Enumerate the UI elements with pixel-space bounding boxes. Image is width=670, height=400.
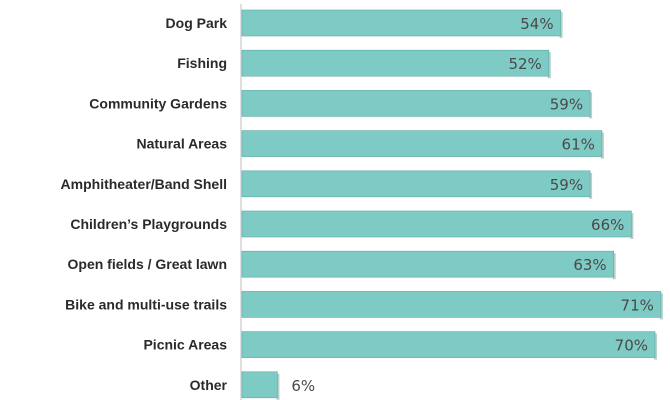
bar-shadow-amphitheater-band-shell [589, 172, 593, 199]
bar-shadow-open-fields-great-lawn [612, 253, 616, 280]
bar-shadow-bike-and-multi-use-trails [659, 293, 663, 320]
bar-bike-and-multi-use-trails [241, 291, 662, 318]
value-label-bike-and-multi-use-trails: 71% [621, 296, 654, 314]
value-label-picnic-areas: 70% [615, 337, 648, 355]
bar-picnic-areas [241, 331, 656, 358]
category-label-other: Other [190, 377, 228, 393]
bar-shadow-natural-areas [600, 132, 604, 159]
bar-community-gardens [241, 90, 591, 117]
bar-dog-park [241, 9, 561, 37]
bar-shadow-community-gardens [589, 92, 593, 119]
bars-group [241, 9, 663, 400]
value-label-natural-areas: 61% [562, 136, 595, 154]
bar-amphitheater-band-shell [241, 170, 591, 198]
bar-children-s-playgrounds [241, 210, 632, 238]
value-label-fishing: 52% [508, 55, 541, 73]
value-label-amphitheater-band-shell: 59% [550, 176, 583, 194]
bar-fishing [241, 49, 550, 77]
category-label-bike-and-multi-use-trails: Bike and multi-use trails [65, 296, 227, 312]
value-label-children-s-playgrounds: 66% [591, 216, 624, 234]
bar-shadow-other [276, 373, 280, 400]
category-labels-group: Dog Park Fishing Community Gardens Natural … [61, 15, 228, 393]
category-label-community-gardens: Community Gardens [89, 95, 227, 111]
value-label-other: 6% [291, 377, 315, 395]
category-label-dog-park: Dog Park [166, 15, 228, 31]
bar-natural-areas [241, 130, 603, 157]
bar-open-fields-great-lawn [241, 250, 615, 278]
category-label-natural-areas: Natural Areas [136, 136, 227, 152]
value-labels-group: 54% 52% 59% 61% 59% 66% 63% 71% 70% 6% [291, 15, 654, 395]
bar-shadow-fishing [547, 52, 551, 79]
category-label-open-fields-great-lawn: Open fields / Great lawn [68, 256, 227, 272]
value-label-open-fields-great-lawn: 63% [573, 256, 606, 274]
category-label-amphitheater-band-shell: Amphitheater/Band Shell [61, 176, 227, 192]
bar-other [241, 371, 278, 399]
category-label-picnic-areas: Picnic Areas [143, 337, 227, 353]
category-label-children-s-playgrounds: Children’s Playgrounds [70, 216, 227, 232]
value-label-community-gardens: 59% [550, 95, 583, 113]
bar-shadow-children-s-playgrounds [630, 213, 634, 239]
bar-shadow-dog-park [559, 12, 563, 38]
category-label-fishing: Fishing [177, 55, 227, 71]
value-label-dog-park: 54% [520, 15, 553, 33]
bar-shadow-picnic-areas [654, 333, 657, 360]
